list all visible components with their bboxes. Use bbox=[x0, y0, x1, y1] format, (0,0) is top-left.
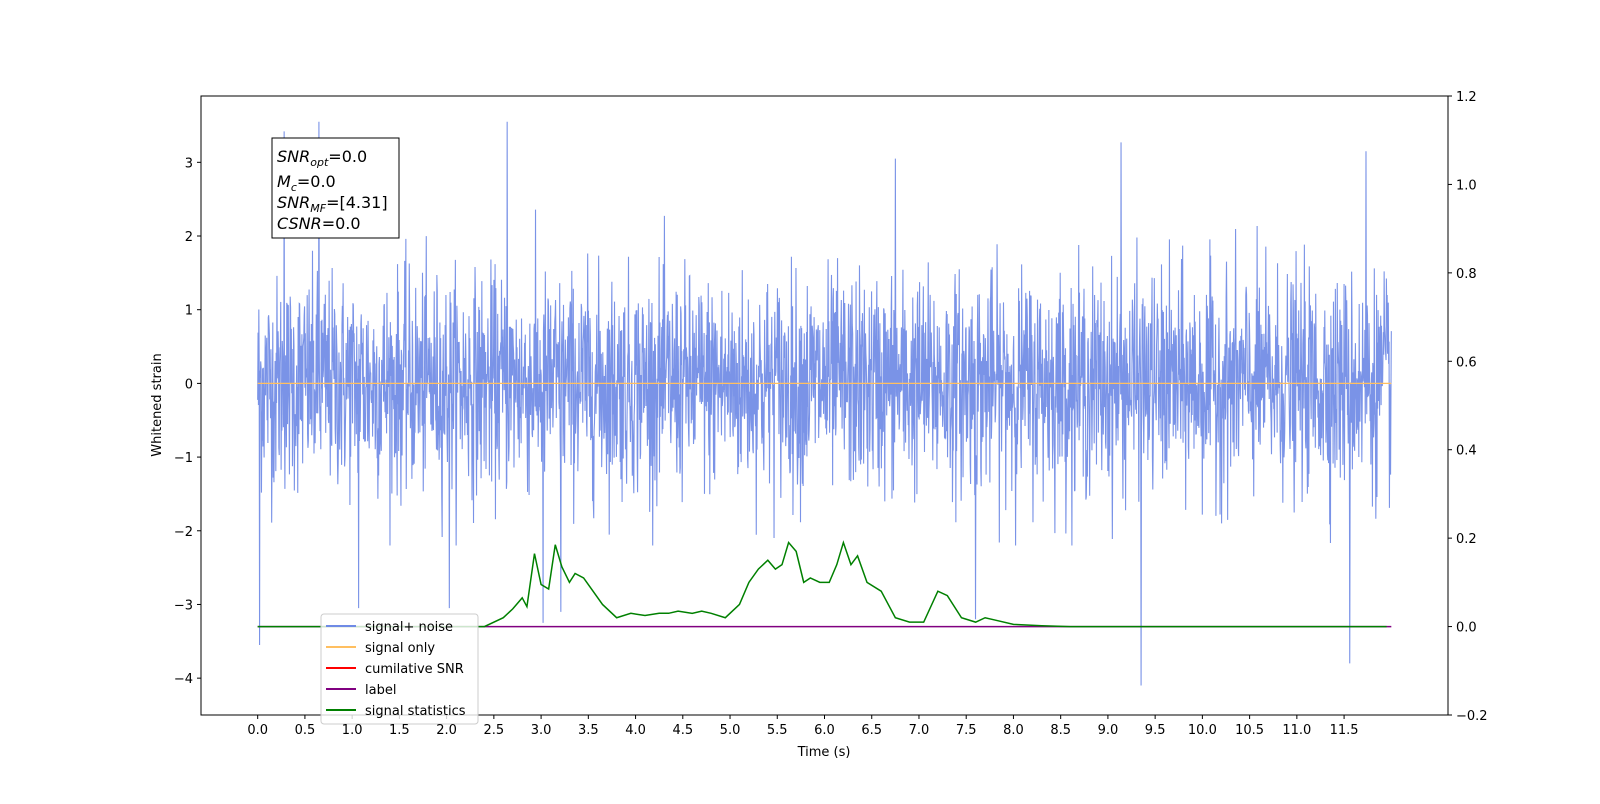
x-tick-label: 7.5 bbox=[956, 723, 977, 738]
info-csnr: CSNR=0.0 bbox=[277, 214, 361, 233]
y2-tick-label: 0.6 bbox=[1456, 355, 1477, 370]
x-tick-label: 10.5 bbox=[1235, 723, 1264, 738]
info-mc: Mc=0.0 bbox=[277, 172, 336, 194]
axes-frame bbox=[200, 95, 1449, 716]
series-signal-statistics-line bbox=[257, 540, 1387, 628]
y2-tick-label: 0.8 bbox=[1456, 267, 1477, 282]
y-tick-label: 0 bbox=[185, 377, 193, 392]
x-tick-label: 0.0 bbox=[247, 723, 268, 738]
x-tick-label: 2.5 bbox=[484, 723, 505, 738]
info-snr-mf: SNRMF=[4.31] bbox=[277, 193, 388, 215]
y2-tick-label: 0.4 bbox=[1456, 444, 1477, 459]
x-tick-label: 2.0 bbox=[436, 723, 457, 738]
x-tick-label: 7.0 bbox=[909, 723, 930, 738]
x-tick-label: 6.5 bbox=[861, 723, 882, 738]
y-tick-label: 3 bbox=[185, 156, 193, 171]
x-tick-label: 4.0 bbox=[625, 723, 646, 738]
x-tick-label: 9.0 bbox=[1098, 723, 1119, 738]
x-tick-label: 1.5 bbox=[389, 723, 410, 738]
y-tick-label: 2 bbox=[185, 230, 193, 245]
legend-label-signal-only: signal only bbox=[365, 641, 435, 656]
info-box-frame bbox=[271, 137, 400, 239]
legend-label-signal-noise: signal+ noise bbox=[365, 620, 453, 635]
y2-tick-label: 0.0 bbox=[1456, 621, 1477, 636]
y-axis-label: Whitened strain bbox=[150, 353, 165, 456]
y-tick-label: −4 bbox=[174, 672, 193, 687]
x-tick-label: 5.0 bbox=[720, 723, 741, 738]
legend-label-cumulative-snr: cumilative SNR bbox=[365, 662, 464, 677]
x-tick-label: 3.0 bbox=[531, 723, 552, 738]
x-tick-label: 5.5 bbox=[767, 723, 788, 738]
legend-label-label: label bbox=[365, 683, 396, 698]
x-tick-label: 9.5 bbox=[1145, 723, 1166, 738]
y-tick-label: 1 bbox=[185, 304, 193, 319]
legend-label-signal-statistics: signal statistics bbox=[365, 704, 466, 719]
x-tick-label: 3.5 bbox=[578, 723, 599, 738]
info-snr-opt: SNRopt=0.0 bbox=[277, 147, 367, 169]
legend-frame bbox=[320, 613, 479, 725]
y2-tick-label: −0.2 bbox=[1456, 709, 1488, 724]
x-axis-label: Time (s) bbox=[797, 745, 851, 760]
x-tick-label: 11.0 bbox=[1282, 723, 1311, 738]
x-tick-label: 4.5 bbox=[672, 723, 693, 738]
info-box: SNRopt=0.0 Mc=0.0 SNRMF=[4.31] CSNR=0.0 bbox=[271, 137, 400, 239]
y-tick-label: −1 bbox=[174, 451, 193, 466]
y2-tick-label: 1.0 bbox=[1456, 178, 1477, 193]
y-tick-label: −2 bbox=[174, 525, 193, 540]
x-tick-label: 8.5 bbox=[1050, 723, 1071, 738]
x-tick-label: 8.0 bbox=[1003, 723, 1024, 738]
plot-area bbox=[257, 121, 1392, 686]
series-signal-noise-line bbox=[257, 121, 1392, 686]
legend: signal+ noise signal only cumilative SNR… bbox=[320, 613, 479, 725]
y2-tick-label: 0.2 bbox=[1456, 532, 1477, 547]
x-tick-label: 10.0 bbox=[1188, 723, 1217, 738]
x-tick-label: 6.0 bbox=[814, 723, 835, 738]
x-tick-label: 11.5 bbox=[1330, 723, 1359, 738]
y-tick-label: −3 bbox=[174, 598, 193, 613]
x-tick-label: 1.0 bbox=[342, 723, 363, 738]
y2-tick-label: 1.2 bbox=[1456, 90, 1477, 105]
x-tick-label: 0.5 bbox=[295, 723, 316, 738]
